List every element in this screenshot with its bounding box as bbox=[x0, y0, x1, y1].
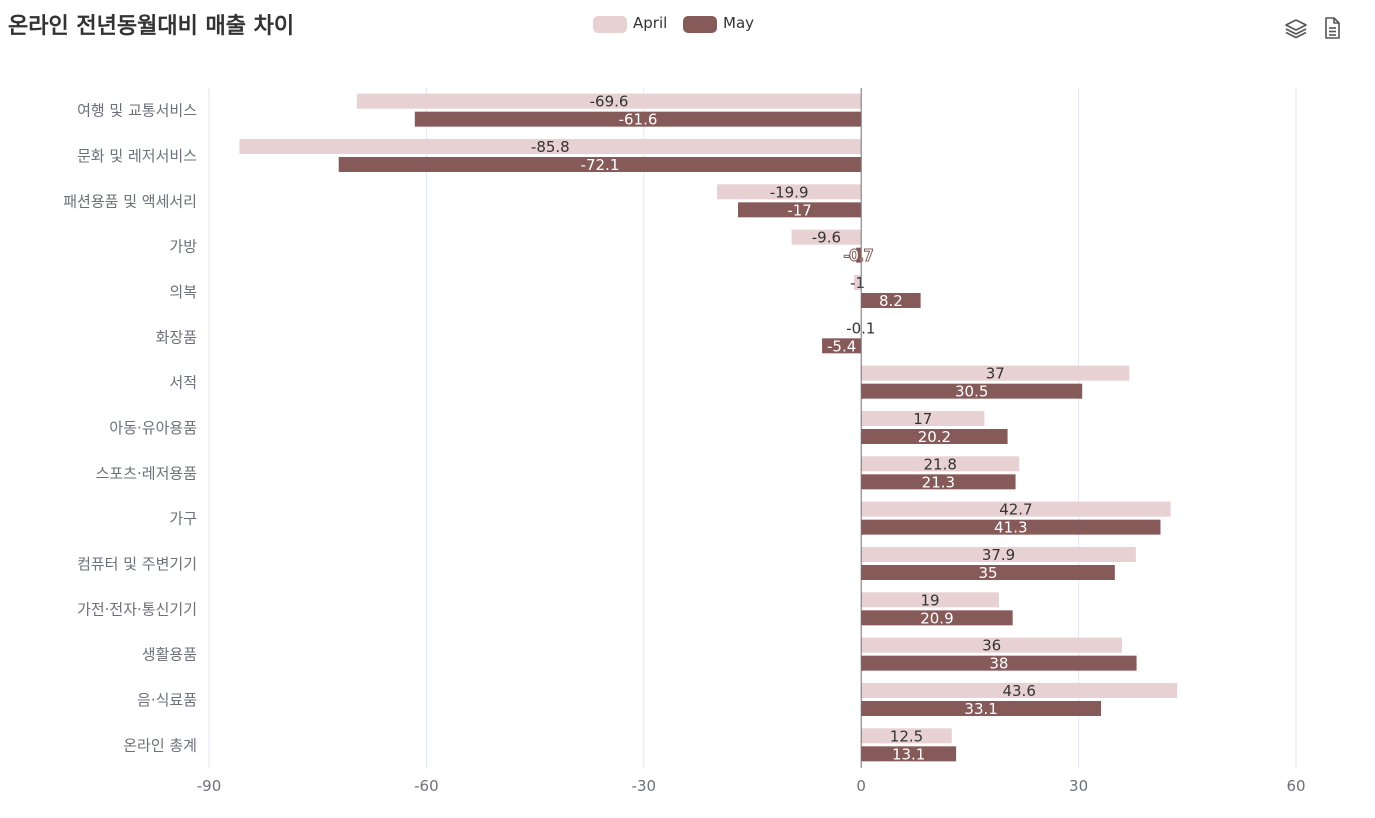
y-tick-label: 화장품 bbox=[156, 328, 197, 346]
bar-may bbox=[414, 111, 862, 127]
bar-april bbox=[861, 547, 1136, 562]
legend-label-april: April bbox=[633, 14, 668, 32]
data-label-april: -69.6 bbox=[590, 93, 629, 111]
y-tick-label: 가전·전자·통신기기 bbox=[77, 600, 197, 618]
data-label-may: 20.2 bbox=[918, 428, 951, 446]
data-label-april: -85.8 bbox=[531, 138, 570, 156]
y-tick-label: 의복 bbox=[169, 283, 197, 301]
bar-may bbox=[861, 701, 1102, 716]
chart-title: 온라인 전년동월대비 매출 차이 bbox=[8, 14, 295, 39]
bar-may bbox=[856, 247, 862, 263]
bar-may bbox=[822, 338, 862, 354]
y-tick-label: 가방 bbox=[169, 238, 197, 256]
bar-may bbox=[861, 383, 1083, 399]
data-label-may: 20.9 bbox=[920, 609, 953, 627]
bar-may bbox=[861, 655, 1137, 671]
data-label-april: 43.6 bbox=[1002, 682, 1035, 700]
data-label-may: -17 bbox=[787, 201, 812, 219]
data-label-april: 17 bbox=[913, 410, 932, 428]
x-tick-label-m90: -90 bbox=[197, 777, 222, 795]
bar-april bbox=[861, 411, 985, 426]
data-label-may: -72.1 bbox=[581, 156, 620, 174]
y-tick-label: 여행 및 교통서비스 bbox=[77, 102, 197, 120]
data-label-april: 42.7 bbox=[999, 501, 1032, 519]
data-label-may: -0.7 bbox=[844, 247, 873, 265]
bar-may bbox=[738, 202, 862, 218]
data-label-april: -19.9 bbox=[770, 183, 809, 201]
data-label-may: 8.2 bbox=[879, 292, 903, 310]
data-label-may: -61.6 bbox=[619, 111, 658, 129]
bar-april bbox=[861, 365, 1130, 381]
y-tick-label: 생활용품 bbox=[142, 646, 197, 664]
data-label-may: 13.1 bbox=[892, 745, 925, 763]
data-label-may: 35 bbox=[978, 564, 997, 582]
legend-swatch-april bbox=[593, 16, 627, 33]
bar-april bbox=[356, 93, 862, 109]
data-label-may: 41.3 bbox=[994, 519, 1027, 537]
y-tick-label: 온라인 총계 bbox=[123, 736, 197, 754]
y-tick-label: 패션용품 및 액세서리 bbox=[63, 192, 197, 210]
bar-may bbox=[861, 565, 1115, 580]
bar-may bbox=[861, 429, 1008, 444]
x-tick-label-m30: -30 bbox=[632, 777, 657, 795]
bar-may bbox=[861, 293, 921, 308]
bar-april bbox=[239, 139, 862, 154]
data-view-icon[interactable] bbox=[1320, 16, 1344, 40]
y-tick-label: 문화 및 레저서비스 bbox=[77, 147, 197, 165]
data-label-may: 38 bbox=[989, 655, 1008, 673]
y-tick-label: 스포츠·레저용품 bbox=[96, 464, 197, 482]
toolbox bbox=[1284, 16, 1344, 42]
data-label-april: 12.5 bbox=[890, 727, 923, 745]
data-label-may: 30.5 bbox=[955, 383, 988, 401]
y-tick-label: 컴퓨터 및 주변기기 bbox=[77, 555, 197, 573]
legend-label-may: May bbox=[723, 14, 755, 32]
bar-may bbox=[861, 474, 1016, 490]
x-tick-label-m60: -60 bbox=[414, 777, 439, 795]
y-tick-label: 가구 bbox=[169, 510, 197, 528]
y-tick-label: 아동·유아용품 bbox=[109, 419, 197, 437]
y-tick-label: 음·식료품 bbox=[137, 691, 197, 709]
data-label-may: 21.3 bbox=[922, 473, 955, 491]
bar-april bbox=[861, 728, 952, 744]
legend-swatch-may bbox=[683, 16, 717, 33]
bar-may bbox=[861, 519, 1161, 535]
x-tick-label-0: 0 bbox=[856, 777, 866, 795]
x-tick-label-60: 60 bbox=[1286, 777, 1305, 795]
bar-may bbox=[861, 610, 1013, 626]
data-label-may: 33.1 bbox=[964, 700, 997, 718]
layers-icon[interactable] bbox=[1284, 16, 1308, 40]
bar-april bbox=[861, 592, 999, 608]
bar-may bbox=[338, 157, 862, 172]
bar-april bbox=[861, 683, 1178, 698]
data-label-april: 37 bbox=[986, 365, 1005, 383]
data-label-april: 21.8 bbox=[923, 455, 956, 473]
data-label-april: 37.9 bbox=[982, 546, 1015, 564]
data-label-april: 19 bbox=[920, 591, 939, 609]
bar-april bbox=[853, 275, 862, 290]
bar-april bbox=[791, 229, 862, 245]
bar-april bbox=[861, 456, 1020, 472]
bar-may bbox=[861, 746, 957, 762]
data-label-april: 36 bbox=[982, 637, 1001, 655]
data-label-april: -9.6 bbox=[812, 229, 841, 247]
data-label-april: -1 bbox=[850, 274, 865, 292]
bar-april bbox=[861, 501, 1171, 517]
bar-april bbox=[716, 184, 862, 200]
data-label-may: -5.4 bbox=[827, 337, 856, 355]
y-tick-label: 서적 bbox=[169, 374, 197, 392]
x-tick-label-30: 30 bbox=[1069, 777, 1088, 795]
bar-april bbox=[861, 637, 1123, 653]
